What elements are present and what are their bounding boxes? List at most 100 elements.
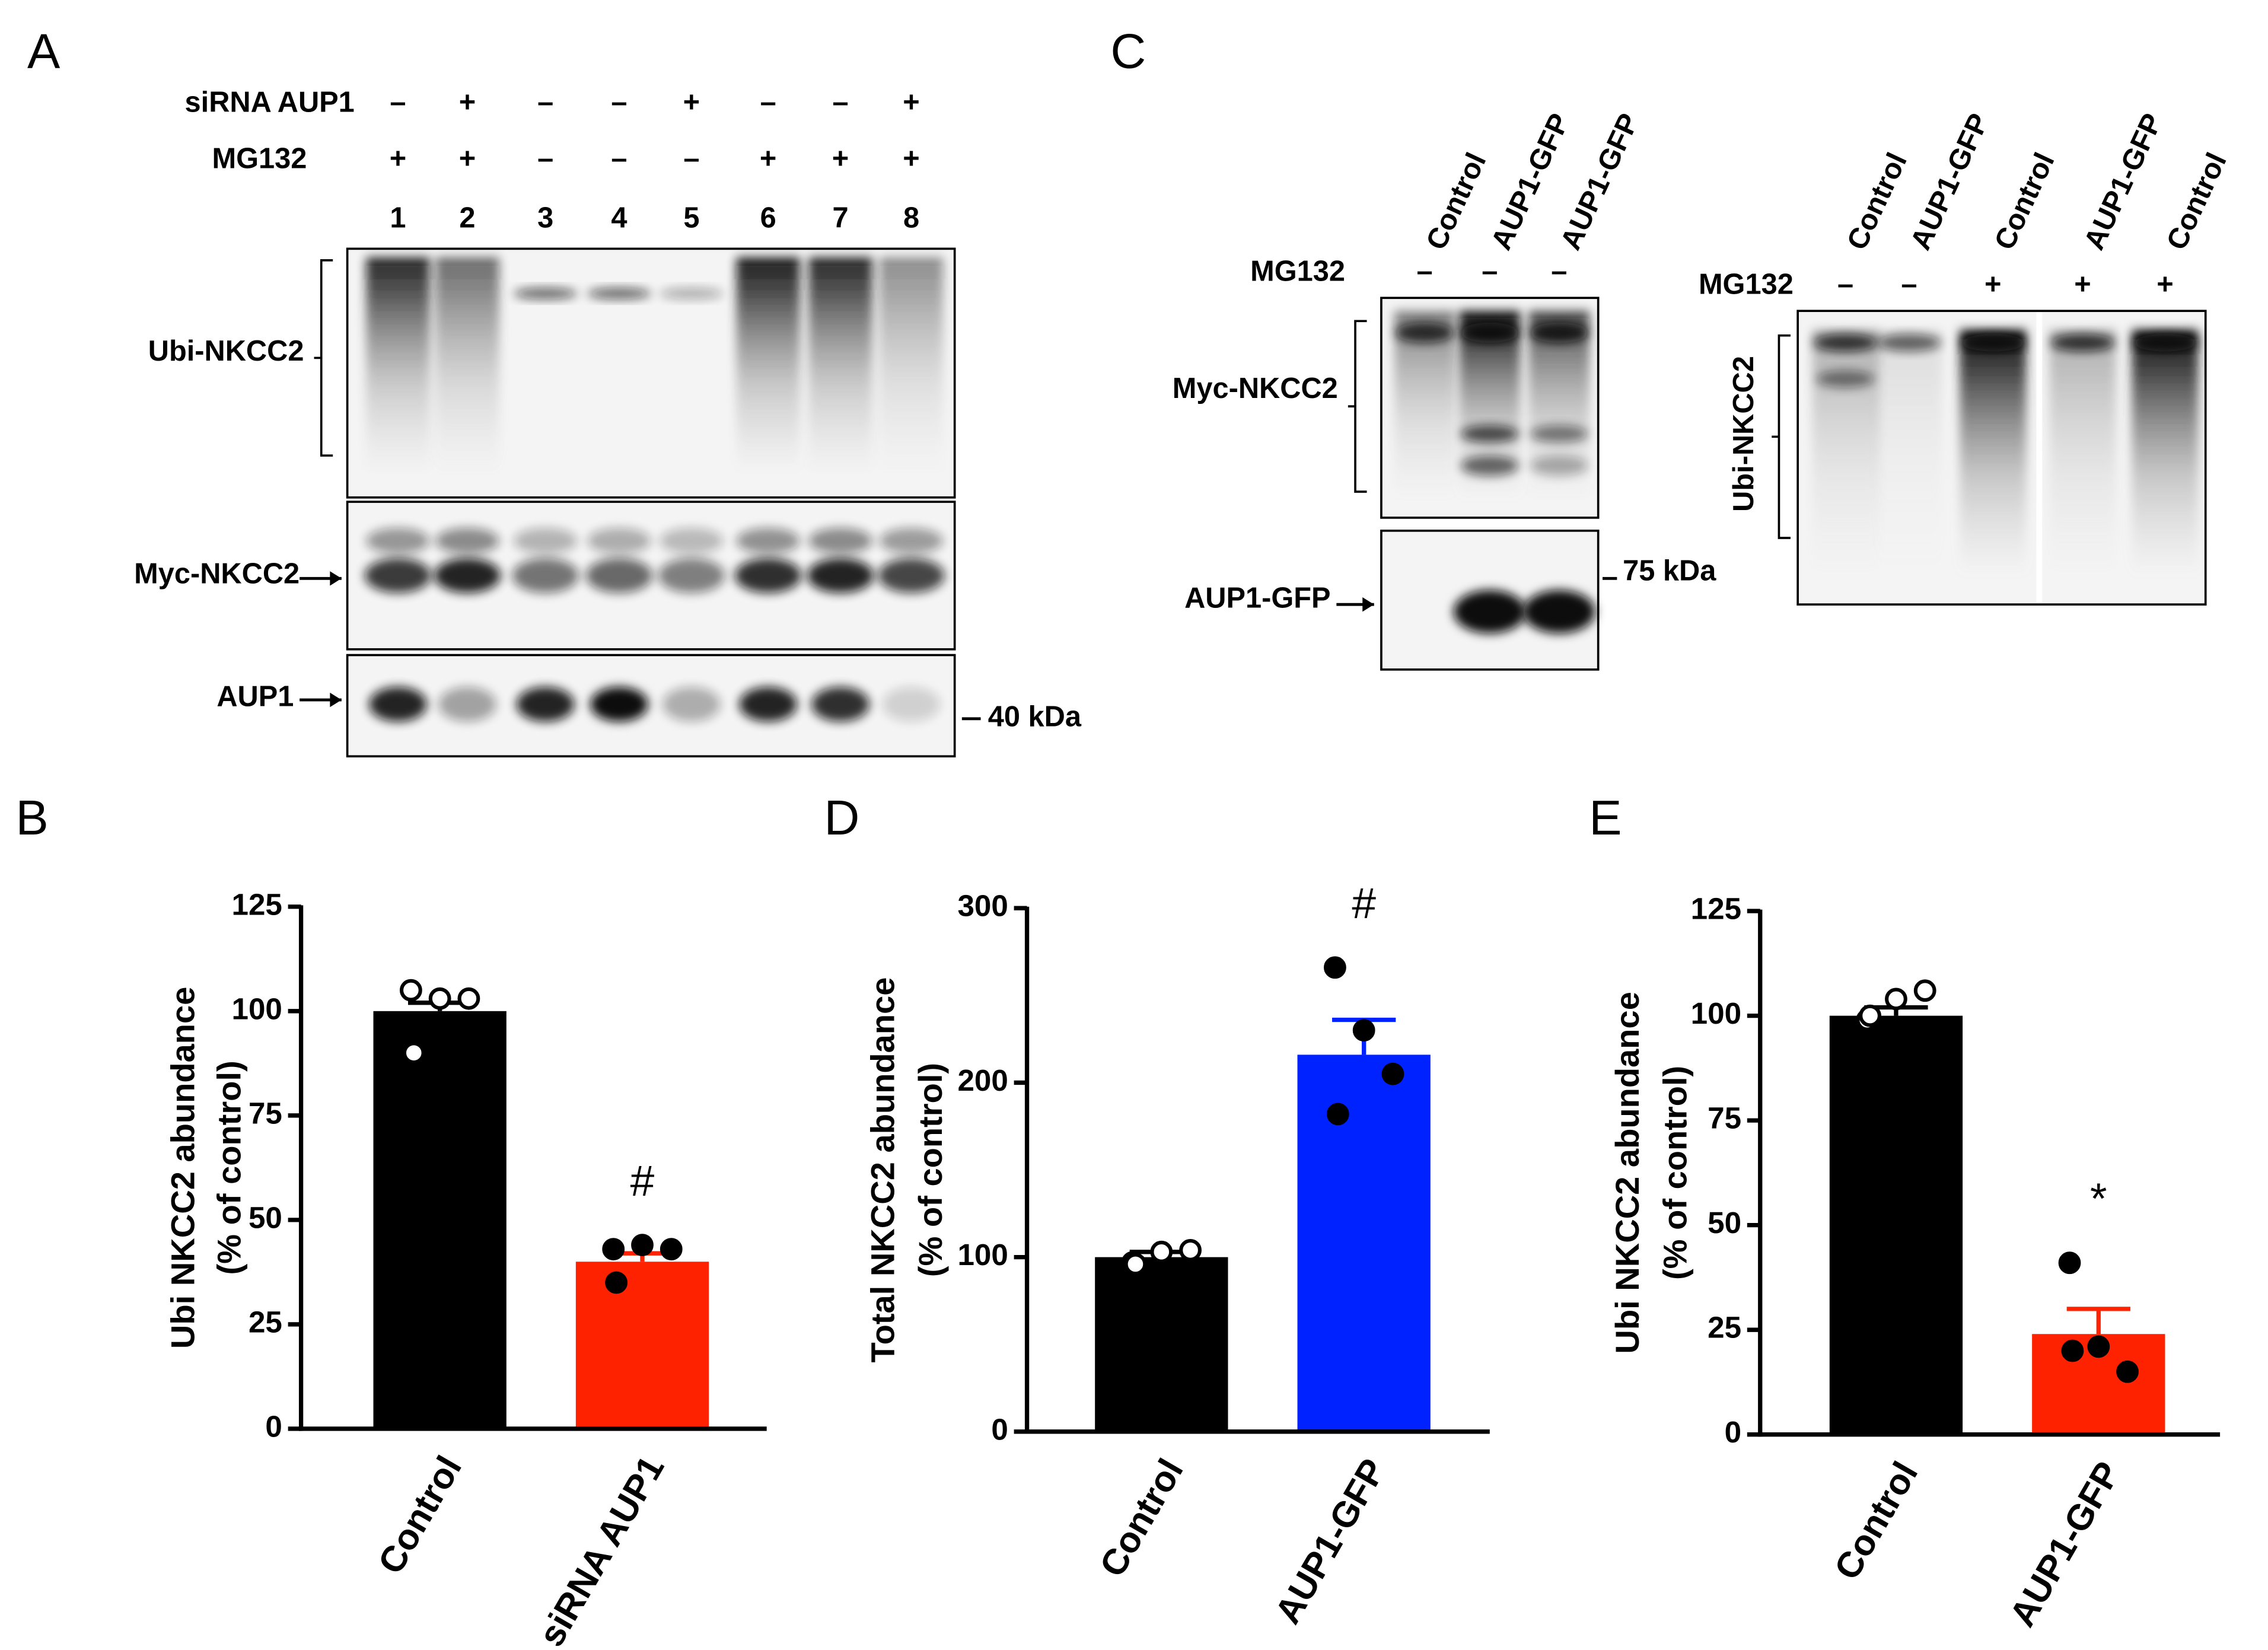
band-label: Ubi-NKCC2: [1728, 356, 1760, 512]
lane-sign: +: [760, 143, 776, 175]
lane-header: AUP1-GFP: [1904, 109, 1995, 254]
data-point: [2058, 1251, 2081, 1275]
lane-sign: –: [390, 86, 406, 118]
lane-sign: +: [2074, 269, 2091, 301]
x-tick-label: AUP1-GFP: [2002, 1455, 2128, 1633]
blot-band: [1813, 334, 1878, 352]
blot-band: [662, 687, 721, 722]
bracket: [314, 259, 333, 457]
panel-label: C: [1110, 24, 1146, 79]
lane-header: Control: [1420, 148, 1492, 255]
lane-sign: +: [683, 86, 700, 118]
blot-band: [1530, 322, 1588, 343]
lane-sign: +: [459, 86, 476, 118]
data-point: [1179, 1238, 1202, 1262]
data-point: [1124, 1253, 1147, 1276]
blot-split: [2036, 312, 2043, 603]
y-tick-label: 25: [1708, 1311, 1741, 1345]
lane-header: AUP1-GFP: [2078, 109, 2169, 254]
y-tick-label: 100: [957, 1238, 1008, 1272]
blot-band: [364, 558, 432, 593]
data-point: [1324, 956, 1346, 979]
lane-number: 2: [459, 202, 475, 234]
y-axis-label: (% of control): [1657, 1066, 1694, 1280]
y-axis-label: (% of control): [912, 1063, 949, 1277]
arrow-head: [330, 692, 342, 708]
y-axis-label: Total NKCC2 abundance: [864, 977, 901, 1363]
band-label: Ubi-NKCC2: [148, 335, 304, 367]
blot-band: [514, 288, 578, 300]
y-tick-label: 75: [1708, 1101, 1741, 1135]
blot-band: [735, 558, 802, 593]
bracket: [1348, 320, 1367, 493]
lane-sign: +: [1984, 269, 2001, 301]
data-point: [399, 979, 422, 1002]
row-label: MG132: [1250, 256, 1345, 288]
lane-sign: –: [760, 86, 776, 118]
lane-sign: –: [1901, 269, 1917, 301]
data-point: [631, 1234, 654, 1257]
blot-band: [1453, 590, 1526, 633]
lane-header: Control: [2161, 148, 2233, 255]
bar: [373, 1011, 507, 1429]
error-bar: [2066, 1307, 2130, 1334]
blot-band: [808, 527, 872, 554]
lane-sign: –: [611, 86, 627, 118]
x-tick-label: siRNA AUP1: [531, 1449, 672, 1650]
bar: [1829, 1015, 1963, 1435]
blot-band: [1816, 370, 1875, 388]
blot-band: [1461, 455, 1519, 476]
lane-sign: –: [1837, 269, 1853, 301]
blot-band: [736, 527, 800, 554]
panel-label: E: [1589, 790, 1622, 845]
blot-band: [2050, 334, 2115, 352]
blot-band: [1461, 322, 1519, 343]
blot-band: [1522, 590, 1595, 633]
band-label: Myc-NKCC2: [1173, 372, 1338, 404]
blot-band: [366, 527, 430, 554]
blot-smear: [736, 257, 800, 474]
y-tick-label: 25: [249, 1305, 282, 1339]
blot-band: [658, 558, 725, 593]
blot-band: [660, 527, 724, 554]
blot-band: [516, 687, 575, 722]
row-label: MG132: [212, 143, 307, 175]
blot-band: [1530, 425, 1588, 443]
y-tick-label: 200: [957, 1063, 1008, 1097]
blot-band: [438, 687, 496, 722]
bracket: [1772, 334, 1791, 539]
blot-smear: [1875, 329, 1942, 576]
panel-label: B: [15, 790, 48, 845]
y-tick-label: 125: [1691, 892, 1741, 926]
x-tick-label: Control: [1826, 1455, 1925, 1587]
lane-sign: –: [537, 86, 553, 118]
data-point: [2087, 1335, 2110, 1358]
blot-smear: [2049, 329, 2116, 576]
lane-sign: –: [611, 143, 627, 175]
blot-band: [660, 288, 724, 300]
y-tick-label: 100: [231, 992, 282, 1025]
band-label: AUP1-GFP: [1184, 582, 1331, 614]
data-point: [660, 1238, 683, 1261]
lane-sign: –: [683, 143, 699, 175]
band-label: Myc-NKCC2: [134, 558, 300, 590]
blot-band: [514, 527, 578, 554]
x-tick-label: Control: [1092, 1452, 1191, 1584]
lane-sign: –: [1551, 256, 1567, 288]
lane-sign: +: [832, 143, 849, 175]
lane-sign: –: [537, 143, 553, 175]
blot-band: [434, 558, 501, 593]
blot-band: [512, 558, 579, 593]
blot-smear: [879, 257, 944, 474]
row-label: siRNA AUP1: [185, 86, 355, 118]
data-point: [605, 1271, 628, 1294]
marker-label: 40 kDa: [988, 701, 1082, 733]
blot-band: [1877, 334, 1941, 352]
bar: [1297, 1055, 1431, 1432]
lane-sign: –: [832, 86, 848, 118]
lane-sign: +: [2156, 269, 2173, 301]
annotation: #: [630, 1157, 655, 1205]
data-point: [1352, 1019, 1375, 1042]
bar: [1095, 1257, 1228, 1432]
lane-number: 5: [683, 202, 699, 234]
